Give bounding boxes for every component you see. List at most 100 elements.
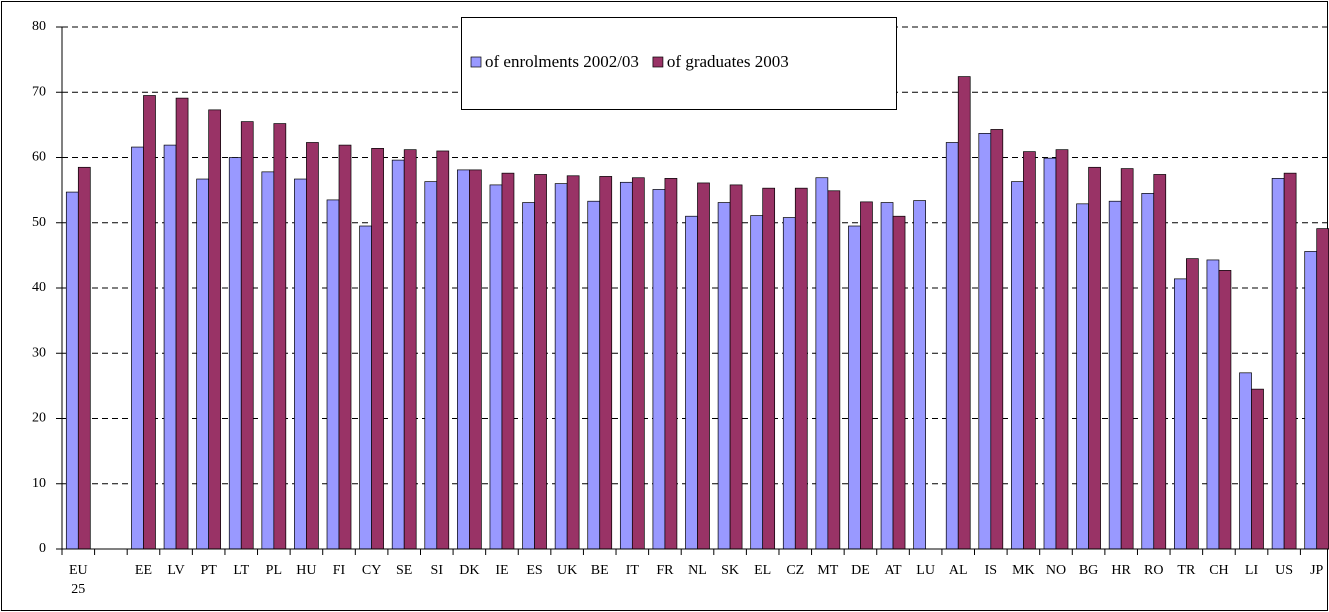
bar [652, 189, 666, 550]
bar [501, 172, 515, 550]
bar [913, 200, 926, 550]
bar [729, 184, 743, 550]
legend-box [461, 17, 897, 110]
bar [1218, 270, 1232, 550]
bar [371, 148, 384, 550]
bar [273, 123, 287, 550]
x-tick-label: LU [916, 563, 935, 578]
bar [566, 175, 580, 550]
x-tick-label: CZ [786, 563, 805, 578]
bar [489, 184, 503, 550]
bar [338, 144, 352, 550]
bar [762, 187, 776, 550]
bar [587, 200, 601, 550]
bar [1153, 174, 1167, 550]
x-tick-label: CH [1209, 563, 1229, 578]
bar [391, 159, 405, 550]
bar [978, 133, 992, 550]
x-tick-label: CY [361, 563, 382, 578]
x-tick-label: SE [396, 563, 413, 578]
x-tick-label: SK [721, 563, 740, 578]
x-tick-label: JP [1310, 563, 1324, 578]
bar [717, 202, 731, 550]
bar [619, 181, 633, 550]
bar [1283, 172, 1297, 550]
bar [240, 121, 254, 550]
bar [261, 171, 275, 550]
bar [860, 201, 873, 550]
x-tick-label: LT [233, 563, 250, 578]
x-tick-label: IE [495, 563, 509, 578]
bar [1304, 251, 1318, 550]
y-tick-label: 30 [32, 345, 46, 360]
bar [522, 202, 535, 550]
bar [794, 187, 808, 550]
x-tick-label: MK [1012, 563, 1035, 578]
x-tick-label: BE [590, 563, 609, 578]
legend-swatch [652, 56, 664, 68]
bar [1251, 388, 1264, 550]
bar [306, 142, 319, 550]
bar [815, 177, 829, 550]
bar [1141, 193, 1155, 550]
bar [294, 178, 307, 550]
bar [208, 109, 222, 550]
x-tick-label: EE [134, 563, 153, 578]
x-tick-label: LV [167, 563, 185, 578]
bar [1076, 203, 1089, 550]
bar [1088, 166, 1101, 550]
y-tick-label: 40 [32, 280, 46, 295]
bar [664, 178, 678, 550]
bar [1011, 181, 1024, 550]
bar [403, 149, 417, 550]
bar [1316, 228, 1329, 550]
bar [892, 215, 906, 550]
y-tick-label: 50 [32, 215, 46, 230]
bar [175, 97, 189, 550]
bar [359, 225, 372, 550]
x-tick-label: TR [1177, 563, 1196, 578]
bar [1043, 157, 1057, 550]
y-tick-label: 70 [32, 84, 46, 99]
bar [457, 169, 470, 550]
bar [143, 95, 156, 550]
legend-swatch [470, 56, 482, 68]
bar [1173, 278, 1187, 550]
bar [599, 176, 613, 550]
x-tick-label: AT [884, 563, 902, 578]
bar [1055, 149, 1069, 550]
bar [424, 181, 438, 550]
bar [1271, 178, 1285, 550]
x-tick-label: EL [754, 563, 772, 578]
bar [782, 217, 796, 550]
bar [990, 129, 1004, 550]
x-tick-label: NL [688, 563, 707, 578]
x-tick-label: LI [1244, 563, 1259, 578]
bar [1023, 151, 1036, 550]
bar [1120, 168, 1134, 550]
bar [77, 166, 91, 550]
bar [65, 191, 79, 550]
x-tick-label: FI [332, 563, 346, 578]
bar [131, 146, 144, 550]
bar [697, 182, 710, 550]
bar [228, 157, 242, 550]
bar [163, 144, 177, 550]
bar [469, 169, 482, 550]
bar [1185, 258, 1199, 550]
bar [945, 142, 959, 550]
bar [196, 178, 210, 550]
legend-label: of graduates 2003 [667, 52, 789, 71]
bar [326, 199, 340, 550]
bar [880, 202, 894, 550]
x-tick-label: HR [1111, 563, 1131, 578]
x-tick-label: HU [296, 563, 317, 578]
y-tick-label: 60 [32, 150, 46, 165]
x-tick-label: US [1275, 563, 1294, 578]
y-tick-label: 80 [32, 19, 46, 34]
x-tick-label: PT [200, 563, 217, 578]
legend-label: of enrolments 2002/03 [485, 52, 639, 71]
x-tick-label: DE [851, 563, 870, 578]
